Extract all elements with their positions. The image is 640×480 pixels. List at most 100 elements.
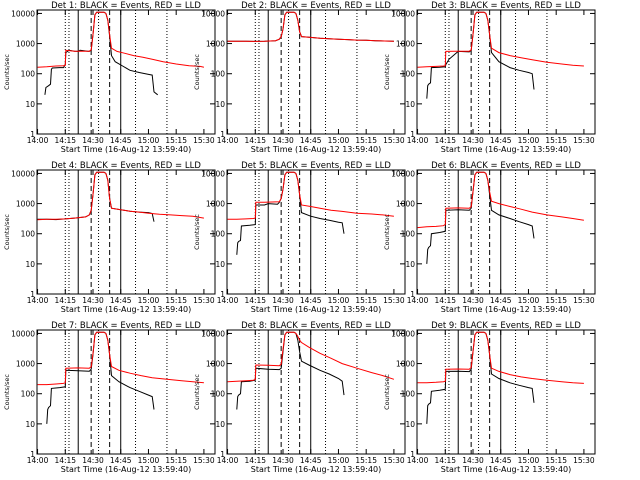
x-tick-label: 15:30 [383, 456, 405, 465]
x-axis-label: Start Time (16-Aug-12 13:59:40) [251, 305, 382, 314]
x-tick-label: 15:00 [328, 456, 350, 465]
y-tick-label: 10 [215, 260, 225, 269]
y-tick-label: 1 [30, 450, 35, 459]
y-tick-label: 1000 [396, 360, 415, 369]
x-axis-label: Start Time (16-Aug-12 13:59:40) [61, 305, 192, 314]
y-tick-label: 1 [220, 450, 225, 459]
y-axis-label: Counts/sec [193, 54, 201, 90]
y-tick-label: 1 [30, 290, 35, 299]
y-tick-label: 1 [220, 290, 225, 299]
x-tick-label: 15:30 [573, 296, 595, 305]
x-tick-label: 14:00 [217, 296, 239, 305]
panel-det-9: Det 9: BLACK = Events, RED = LLD 14:00 14:… [383, 321, 596, 474]
x-tick-label: 14:30 [272, 296, 294, 305]
x-tick-label: 14:30 [462, 456, 484, 465]
x-tick-label: 14:15 [54, 296, 76, 305]
series-events [46, 331, 155, 424]
y-tick-label: 100 [401, 230, 416, 239]
panel-det-7: Det 7: BLACK = Events, RED = LLD 14:00 14:… [3, 321, 216, 474]
panel-title: Det 2: BLACK = Events, RED = LLD [241, 1, 391, 11]
y-tick-label: 10000 [391, 169, 415, 178]
y-axis-label: Counts/sec [3, 214, 11, 250]
x-tick-label: 15:30 [573, 136, 595, 145]
x-tick-label: 14:30 [462, 136, 484, 145]
y-tick-label: 10000 [11, 329, 35, 338]
x-tick-label: 15:15 [355, 456, 377, 465]
plot-frame [416, 169, 596, 295]
y-tick-label: 1 [410, 450, 415, 459]
panel-title: Det 3: BLACK = Events, RED = LLD [431, 1, 581, 11]
series-lld [37, 331, 204, 386]
x-tick-label: 15:00 [518, 456, 540, 465]
y-tick-label: 1 [410, 130, 415, 139]
y-tick-label: 100 [21, 390, 36, 399]
panel-title: Det 9: BLACK = Events, RED = LLD [431, 321, 581, 331]
y-axis-label: Counts/sec [3, 54, 11, 90]
x-tick-label: 14:00 [407, 456, 429, 465]
x-tick-label: 15:15 [355, 136, 377, 145]
x-axis-label: Start Time (16-Aug-12 13:59:40) [441, 305, 572, 314]
series-lld [417, 171, 584, 229]
y-tick-label: 10000 [201, 169, 225, 178]
y-tick-label: 10000 [201, 9, 225, 18]
x-tick-label: 14:00 [217, 136, 239, 145]
x-tick-label: 15:00 [138, 136, 160, 145]
x-tick-label: 14:15 [244, 456, 266, 465]
y-tick-label: 10 [215, 100, 225, 109]
x-tick-label: 15:30 [573, 456, 595, 465]
x-axis-label: Start Time (16-Aug-12 13:59:40) [251, 145, 382, 154]
y-tick-label: 10000 [201, 329, 225, 338]
series-events [426, 331, 535, 424]
x-axis-label: Start Time (16-Aug-12 13:59:40) [441, 465, 572, 474]
x-tick-label: 15:15 [355, 296, 377, 305]
x-tick-label: 14:15 [54, 456, 76, 465]
series-lld [37, 171, 204, 221]
series-lld [417, 11, 584, 68]
y-axis-label: Counts/sec [383, 54, 391, 90]
x-axis-label: Start Time (16-Aug-12 13:59:40) [61, 145, 192, 154]
x-tick-label: 15:00 [328, 296, 350, 305]
panel-title: Det 1: BLACK = Events, RED = LLD [51, 1, 201, 11]
x-tick-label: 14:00 [27, 296, 49, 305]
panel-title: Det 8: BLACK = Events, RED = LLD [241, 321, 391, 331]
y-tick-label: 1000 [396, 200, 415, 209]
series-lld [227, 171, 394, 220]
x-tick-label: 14:00 [407, 296, 429, 305]
y-axis-label: Counts/sec [3, 374, 11, 410]
y-tick-label: 10000 [11, 9, 35, 18]
x-tick-label: 14:45 [490, 136, 512, 145]
x-tick-label: 14:30 [272, 136, 294, 145]
x-tick-label: 15:00 [518, 136, 540, 145]
y-axis-label: Counts/sec [193, 374, 201, 410]
plot-frame [226, 169, 406, 295]
y-tick-label: 10 [405, 100, 415, 109]
y-tick-label: 100 [211, 70, 226, 79]
y-tick-label: 10 [25, 100, 35, 109]
panel-det-6: Det 6: BLACK = Events, RED = LLD 14:00 14:… [383, 161, 596, 314]
y-tick-label: 10 [215, 420, 225, 429]
x-tick-label: 15:15 [545, 296, 567, 305]
x-tick-label: 15:30 [193, 456, 215, 465]
x-tick-label: 14:30 [82, 456, 104, 465]
x-tick-label: 14:45 [490, 296, 512, 305]
x-tick-label: 14:30 [82, 136, 104, 145]
y-tick-label: 1 [410, 290, 415, 299]
y-tick-label: 1000 [16, 360, 35, 369]
x-tick-label: 14:15 [434, 456, 456, 465]
y-tick-label: 1000 [206, 200, 225, 209]
x-axis-label: Start Time (16-Aug-12 13:59:40) [61, 465, 192, 474]
y-tick-label: 10000 [391, 9, 415, 18]
x-tick-label: 15:15 [545, 456, 567, 465]
y-tick-label: 1000 [206, 40, 225, 49]
x-axis-label: Start Time (16-Aug-12 13:59:40) [441, 145, 572, 154]
x-tick-label: 15:30 [383, 136, 405, 145]
x-tick-label: 14:30 [462, 296, 484, 305]
x-tick-label: 14:45 [110, 456, 132, 465]
x-tick-label: 14:30 [82, 296, 104, 305]
x-tick-label: 15:30 [193, 136, 215, 145]
x-tick-label: 14:45 [300, 136, 322, 145]
panel-title: Det 7: BLACK = Events, RED = LLD [51, 321, 201, 331]
plot-frame [36, 169, 216, 295]
x-tick-label: 14:45 [110, 136, 132, 145]
x-tick-label: 14:00 [27, 456, 49, 465]
